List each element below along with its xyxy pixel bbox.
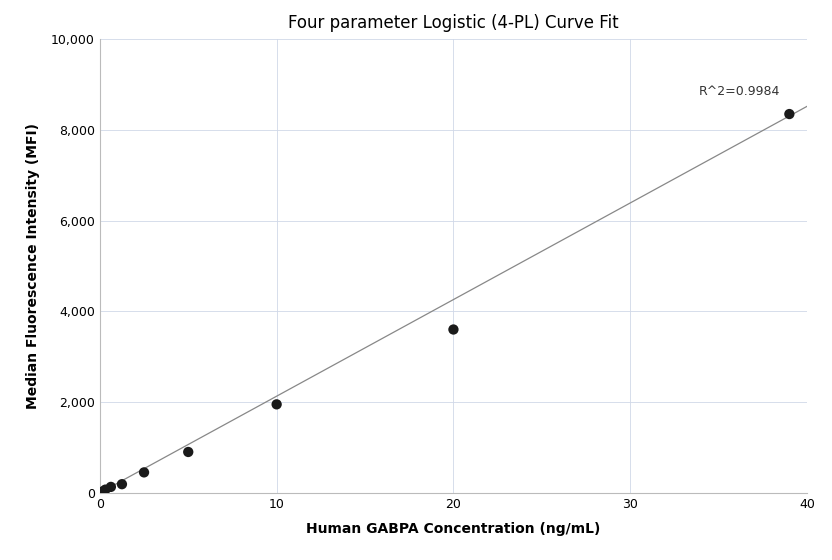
- Point: [137, 468, 151, 477]
- Y-axis label: Median Fluorescence Intensity (MFI): Median Fluorescence Intensity (MFI): [26, 123, 40, 409]
- Point: [116, 480, 129, 489]
- Title: Four parameter Logistic (4-PL) Curve Fit: Four parameter Logistic (4-PL) Curve Fit: [288, 14, 619, 32]
- Point: [181, 447, 195, 456]
- Point: [783, 110, 796, 119]
- Point: [104, 482, 117, 491]
- Text: R^2=0.9984: R^2=0.9984: [699, 85, 780, 98]
- X-axis label: Human GABPA Concentration (ng/mL): Human GABPA Concentration (ng/mL): [306, 522, 601, 536]
- Point: [99, 485, 112, 494]
- Point: [447, 325, 460, 334]
- Point: [270, 400, 283, 409]
- Point: [96, 487, 109, 496]
